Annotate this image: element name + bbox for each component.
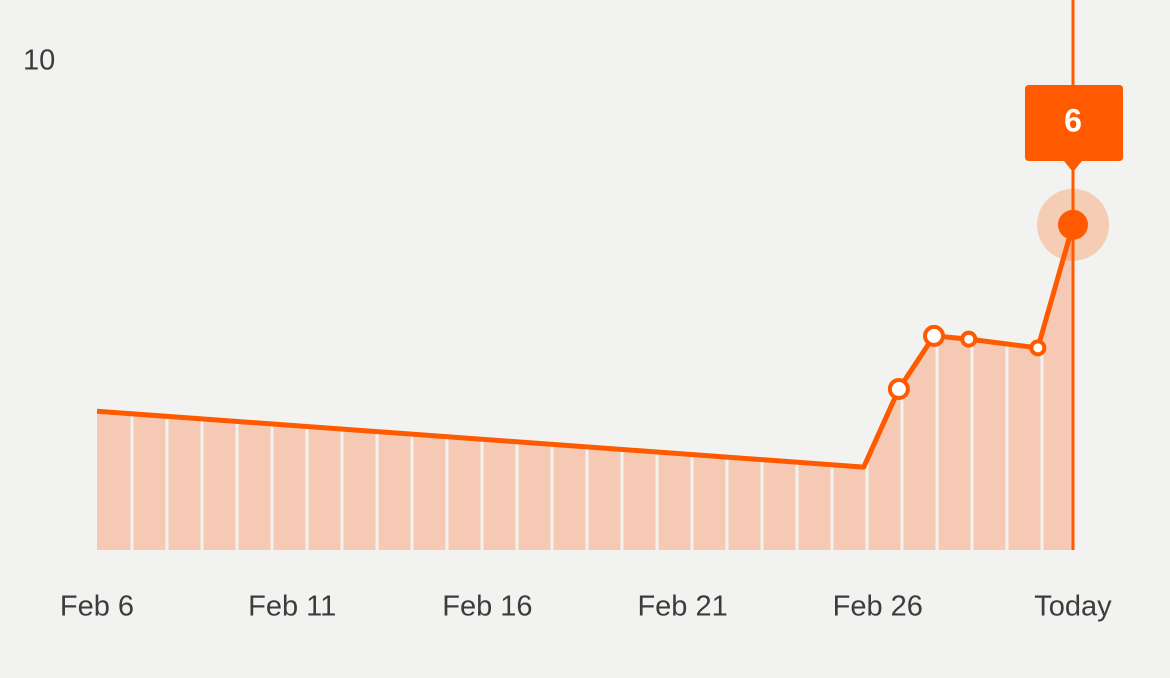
- point: [1058, 209, 1088, 240]
- tooltip-value: 6: [1064, 102, 1082, 138]
- x-tick-label: Today: [1034, 591, 1112, 623]
- x-tick-label: Feb 21: [637, 591, 727, 623]
- tooltip: [1025, 85, 1123, 172]
- x-tick-label: Feb 6: [60, 591, 134, 623]
- x-tick-label: Feb 16: [442, 591, 532, 623]
- point: [960, 330, 978, 348]
- x-tick-label: Feb 26: [833, 591, 923, 623]
- point: [887, 378, 910, 401]
- point: [923, 324, 946, 347]
- point: [1029, 339, 1047, 357]
- x-tick-label: Feb 11: [248, 591, 336, 623]
- area-mask: [97, 0, 1073, 468]
- y-tick-label: 10: [23, 45, 55, 77]
